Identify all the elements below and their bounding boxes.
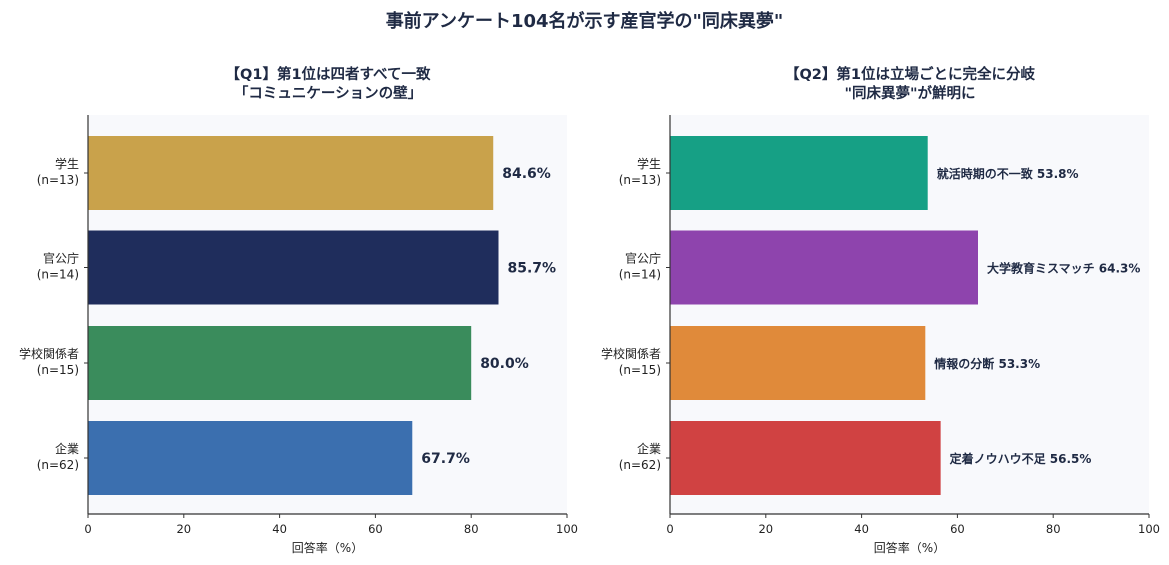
q2-category-n-1: (n=14) xyxy=(619,268,661,282)
q2-xtick-label-0: 0 xyxy=(666,522,673,536)
q2-value-label-2: 情報の分断 53.3% xyxy=(934,356,1040,371)
q2-value-label-1: 大学教育ミスマッチ 64.3% xyxy=(987,261,1140,276)
q2-bar-0 xyxy=(670,136,928,210)
q1-panel-title: 【Q1】第1位は四者すべて一致 「コミュニケーションの壁」 xyxy=(88,66,568,104)
q2-value-label-3: 定着ノウハウ不足 56.5% xyxy=(950,451,1092,466)
main-title: 事前アンケート104名が示す産官学の"同床異夢" xyxy=(385,11,784,32)
q1-bar-2 xyxy=(88,326,472,400)
q1-value-label-1: 85.7% xyxy=(508,261,557,277)
q1-bar-3 xyxy=(88,421,413,495)
q2-xtick-label-3: 60 xyxy=(950,522,965,536)
q2-bar-3 xyxy=(670,421,941,495)
q1-value-label-3: 67.7% xyxy=(421,451,470,467)
q1-title-line-2: 「コミュニケーションの壁」 xyxy=(233,86,423,102)
q2-category-label-1: 官公庁 xyxy=(625,251,661,266)
q1-xtick-label-3: 60 xyxy=(368,522,383,536)
q2-value-label-0: 就活時期の不一致 53.8% xyxy=(937,166,1079,181)
q2-category-n-2: (n=15) xyxy=(619,363,661,377)
q1-xtick-label-2: 40 xyxy=(272,522,287,536)
q2-bar-2 xyxy=(670,326,926,400)
q1-title-line-1: 【Q1】第1位は四者すべて一致 xyxy=(225,67,431,83)
q2-bar-1 xyxy=(670,230,978,305)
q1-category-label-3: 企業 xyxy=(55,441,79,456)
q2-category-label-0: 学生 xyxy=(637,156,661,171)
q2-xtick-label-4: 80 xyxy=(1046,522,1061,536)
q1-xtick-label-0: 0 xyxy=(84,522,91,536)
q2-category-label-3: 企業 xyxy=(637,441,661,456)
q1-category-n-2: (n=15) xyxy=(37,363,79,377)
q2-xtick-label-1: 20 xyxy=(758,522,773,536)
q2-category-label-2: 学校関係者 xyxy=(601,346,661,361)
q1-xtick-label-1: 20 xyxy=(176,522,191,536)
q2-x-axis-title: 回答率（%） xyxy=(874,540,945,555)
q2-category-n-0: (n=13) xyxy=(619,173,661,187)
q1-category-n-1: (n=14) xyxy=(37,268,79,282)
q1-xtick-label-5: 100 xyxy=(556,522,578,536)
q2-title-line-2: "同床異夢"が鮮明に xyxy=(844,86,976,102)
q1-value-label-0: 84.6% xyxy=(502,166,551,182)
q1-category-n-0: (n=13) xyxy=(37,173,79,187)
q1-x-axis-title: 回答率（%） xyxy=(292,540,363,555)
q2-xtick-label-5: 100 xyxy=(1138,522,1160,536)
q2-title-line-1: 【Q2】第1位は立場ごとに完全に分岐 xyxy=(784,67,1035,83)
q1-bar-0 xyxy=(88,136,494,210)
q2-category-n-3: (n=62) xyxy=(619,458,661,472)
q1-xtick-label-4: 80 xyxy=(464,522,479,536)
q1-value-label-2: 80.0% xyxy=(480,356,529,372)
q2-panel-title: 【Q2】第1位は立場ごとに完全に分岐 "同床異夢"が鮮明に xyxy=(670,66,1150,104)
q1-bar-1 xyxy=(88,230,499,305)
q1-category-label-2: 学校関係者 xyxy=(19,346,79,361)
q1-category-label-0: 学生 xyxy=(55,156,79,171)
q1-category-n-3: (n=62) xyxy=(37,458,79,472)
q2-xtick-label-2: 40 xyxy=(854,522,869,536)
q1-category-label-1: 官公庁 xyxy=(43,251,79,266)
